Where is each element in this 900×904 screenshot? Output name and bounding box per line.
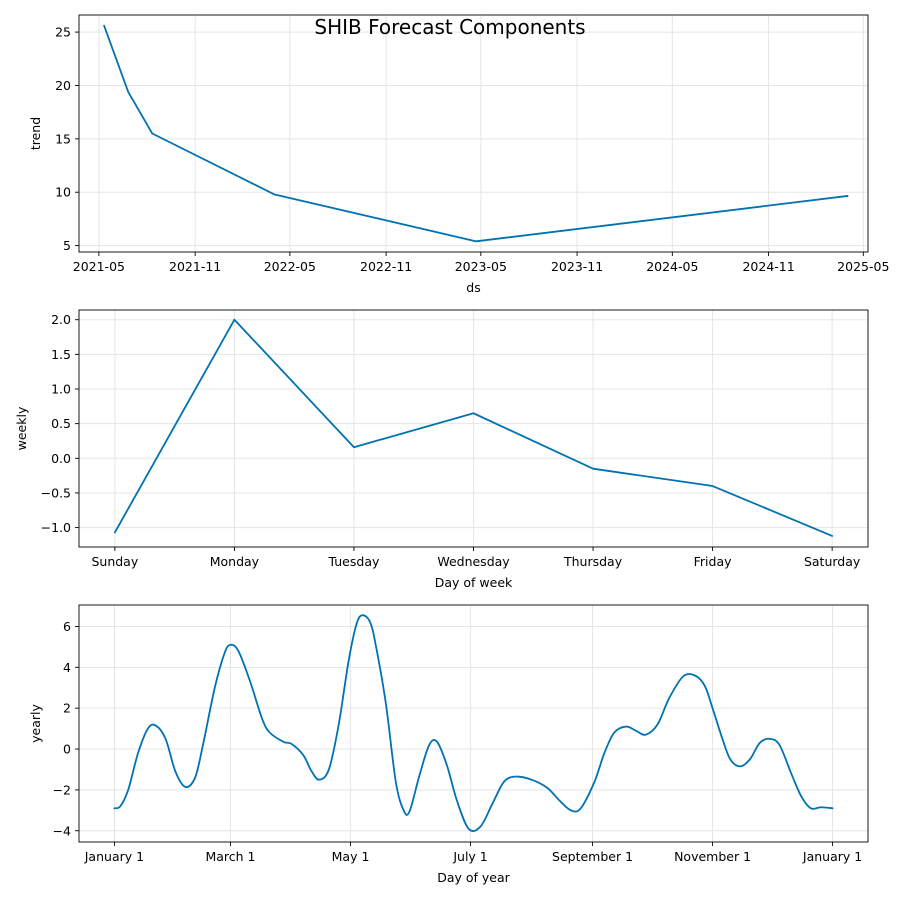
yearly-xtick-label: September 1	[552, 849, 633, 864]
yearly-xtick-label: May 1	[332, 849, 370, 864]
weekly-xtick-label: Tuesday	[328, 554, 380, 569]
weekly-xaxis-label: Day of week	[435, 575, 513, 590]
yearly-series-line	[113, 614, 834, 832]
trend-ytick-label: 15	[55, 131, 71, 146]
trend-xtick-label: 2023-05	[455, 259, 507, 274]
trend-axes-frame	[78, 14, 869, 253]
weekly-ytick-label: 0.5	[51, 416, 71, 431]
trend-xtick-label: 2021-11	[169, 259, 221, 274]
trend-xtick-label: 2021-05	[73, 259, 125, 274]
weekly-ytick-label: −1.0	[41, 520, 71, 535]
trend-ytick-label: 5	[63, 238, 71, 253]
trend-xtick-label: 2022-05	[264, 259, 316, 274]
yearly-xtick-label: January 1	[84, 849, 144, 864]
yearly-xtick-label: July 1	[452, 849, 487, 864]
weekly-xtick-label: Saturday	[804, 554, 861, 569]
yearly-ytick-label: 6	[63, 619, 71, 634]
yearly-xtick-label: January 1	[802, 849, 862, 864]
weekly-xtick-label: Friday	[694, 554, 732, 569]
yearly-ytick-label: 4	[63, 660, 71, 675]
yearly-xtick-label: November 1	[674, 849, 751, 864]
weekly-yaxis-label: weekly	[14, 406, 29, 450]
weekly-ytick-label: 1.5	[51, 347, 71, 362]
yearly-ytick-label: 2	[63, 701, 71, 716]
weekly-xtick-label: Sunday	[91, 554, 138, 569]
weekly-xtick-label: Wednesday	[437, 554, 510, 569]
trend-xtick-label: 2024-11	[742, 259, 794, 274]
figure-title: SHIB Forecast Components	[314, 15, 585, 39]
weekly-series-line	[113, 318, 834, 537]
yearly-xtick-label: March 1	[205, 849, 255, 864]
yearly-xaxis-label: Day of year	[437, 870, 510, 885]
trend-xtick-label: 2022-11	[360, 259, 412, 274]
yearly-axes-frame	[78, 604, 869, 843]
weekly-xtick-label: Monday	[210, 554, 260, 569]
yearly-ytick-label: −4	[53, 823, 71, 838]
yearly-yaxis-label: yearly	[28, 704, 43, 743]
trend-xtick-label: 2024-05	[646, 259, 698, 274]
weekly-xtick-label: Thursday	[563, 554, 623, 569]
trend-xtick-label: 2023-11	[551, 259, 603, 274]
weekly-ytick-label: 2.0	[51, 312, 71, 327]
weekly-ytick-label: 0.0	[51, 451, 71, 466]
trend-xtick-label: 2025-05	[837, 259, 889, 274]
yearly-ytick-label: 0	[63, 742, 71, 757]
trend-series-line	[103, 24, 849, 243]
trend-yaxis-label: trend	[28, 117, 43, 150]
trend-ytick-label: 10	[55, 185, 71, 200]
trend-ytick-label: 20	[55, 78, 71, 93]
weekly-ytick-label: −0.5	[41, 485, 71, 500]
trend-ytick-label: 25	[55, 25, 71, 40]
weekly-ytick-label: 1.0	[51, 382, 71, 397]
yearly-ytick-label: −2	[53, 782, 71, 797]
trend-xaxis-label: ds	[466, 280, 480, 295]
